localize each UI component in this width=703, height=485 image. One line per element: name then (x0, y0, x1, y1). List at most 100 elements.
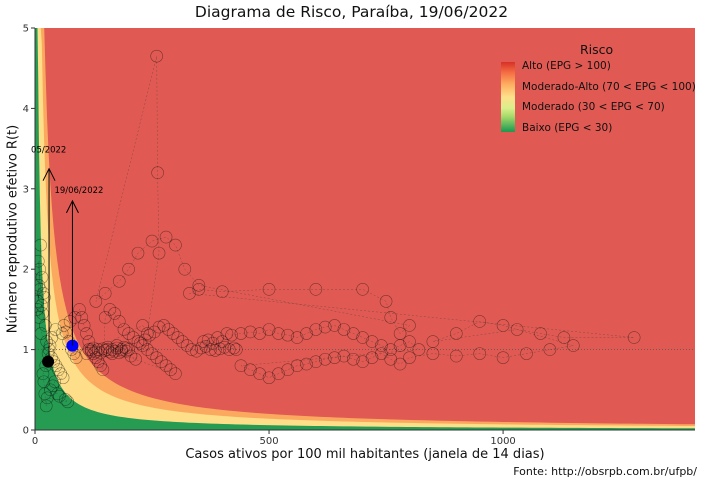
x-tick-label: 0 (32, 436, 38, 447)
data-point (309, 355, 323, 368)
legend-title: Risco (580, 42, 614, 57)
data-point (53, 389, 66, 403)
data-point (197, 335, 210, 348)
data-point (39, 399, 53, 413)
data-point (38, 387, 52, 401)
data-point (152, 320, 166, 334)
data-point (68, 311, 82, 324)
data-point (141, 343, 154, 356)
data-point (309, 323, 323, 336)
data-point (290, 331, 304, 344)
data-point (94, 346, 107, 360)
data-point (35, 278, 46, 292)
legend-entry-alto: Alto (EPG > 100) (522, 60, 611, 72)
data-point (365, 335, 379, 348)
data-point (185, 343, 199, 356)
data-point (101, 340, 114, 354)
data-point (115, 343, 128, 356)
trajectory-line (37, 56, 635, 406)
data-point (262, 323, 276, 336)
data-point (262, 282, 276, 296)
data-point (208, 344, 222, 357)
data-point (169, 238, 182, 252)
data-point (229, 343, 243, 356)
data-point (449, 349, 463, 363)
annotation-label: 19/06/2022 (54, 186, 103, 196)
data-point (162, 323, 175, 336)
data-point (105, 347, 119, 360)
data-point (48, 375, 61, 389)
data-point (96, 342, 110, 356)
annotation-arrow-head (42, 167, 56, 181)
legend-entry-moderado: Moderado (30 < EPG < 70) (522, 101, 665, 113)
data-point (262, 371, 276, 385)
data-point (393, 357, 407, 371)
data-point (393, 339, 407, 352)
data-point (218, 340, 231, 354)
data-point (379, 295, 393, 308)
data-point (117, 340, 131, 354)
data-point (35, 299, 48, 312)
data-point (124, 349, 138, 363)
data-point (56, 371, 70, 385)
data-point (176, 335, 189, 348)
data-point (82, 335, 96, 348)
data-point (244, 325, 257, 339)
data-point (194, 341, 208, 355)
data-point (473, 315, 486, 328)
data-point (234, 359, 248, 372)
legend-color-bar (501, 62, 515, 132)
data-point (510, 323, 524, 336)
data-point (318, 352, 332, 366)
data-point (393, 327, 407, 340)
data-point (110, 339, 124, 352)
data-point (145, 347, 159, 360)
risk-bands (35, 28, 695, 430)
data-point (108, 344, 121, 358)
data-point (91, 355, 105, 368)
data-point (73, 303, 86, 316)
data-point (199, 340, 213, 353)
data-point (89, 295, 103, 308)
data-point (35, 283, 47, 296)
data-point (35, 311, 46, 324)
data-point (384, 343, 398, 356)
data-point (49, 323, 62, 336)
data-point (138, 333, 152, 347)
data-point (91, 343, 105, 356)
y-tick-label: 0 (23, 426, 29, 437)
data-point (375, 347, 388, 360)
data-point (356, 355, 369, 368)
data-point (131, 335, 145, 348)
data-point (227, 341, 241, 355)
data-point (309, 282, 323, 296)
data-point (40, 391, 54, 405)
data-point (101, 343, 114, 356)
data-point (426, 335, 440, 348)
data-point (44, 383, 57, 397)
data-point (35, 254, 45, 268)
data-point (150, 49, 164, 63)
data-point (384, 311, 398, 324)
data-point (496, 351, 510, 364)
data-point (96, 363, 110, 377)
data-point (183, 287, 196, 300)
data-point (51, 387, 64, 401)
data-point (63, 315, 77, 328)
data-point (152, 246, 166, 260)
data-point (234, 327, 248, 340)
data-point (356, 282, 369, 296)
data-point (253, 367, 266, 381)
data-point (145, 234, 159, 248)
highlight-point-previous (42, 355, 55, 368)
data-point (473, 347, 486, 360)
data-point (69, 351, 83, 364)
data-point (281, 363, 295, 377)
data-point (365, 351, 379, 364)
data-point (35, 295, 45, 308)
data-point (55, 327, 69, 340)
data-point (318, 320, 332, 334)
annotation-arrow-head (65, 199, 79, 214)
data-point (215, 285, 229, 299)
